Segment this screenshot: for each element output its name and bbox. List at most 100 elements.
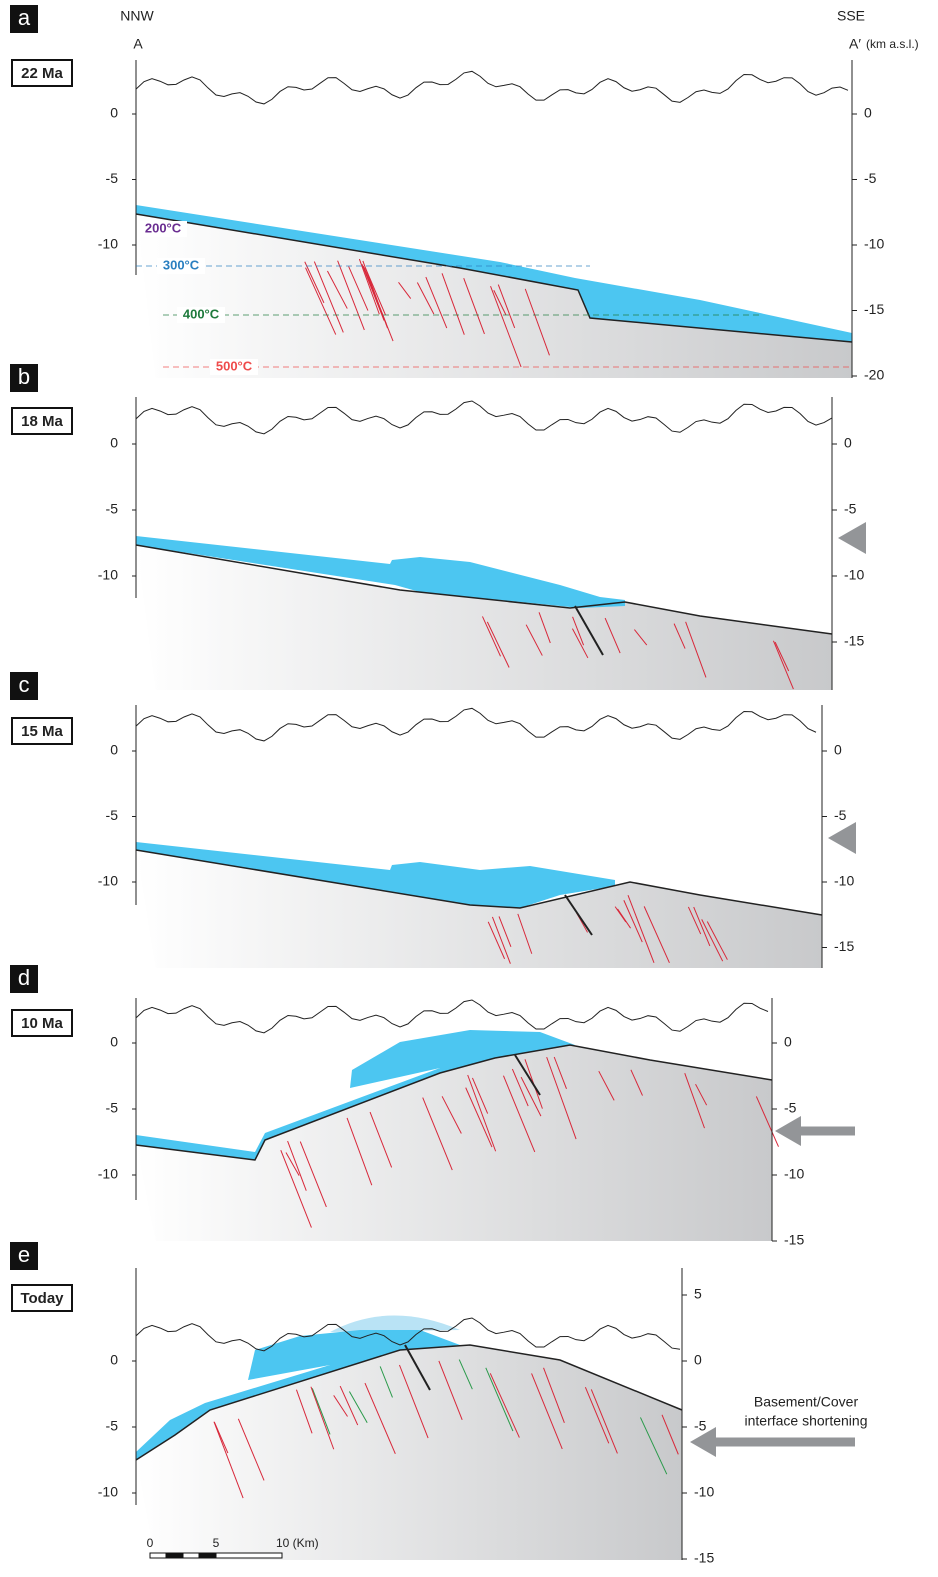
fault: [693, 906, 711, 947]
fault: [299, 1141, 327, 1208]
basement-contact: [135, 1044, 773, 1161]
fault: [337, 260, 365, 331]
fault: [425, 276, 448, 329]
fault: [486, 621, 510, 668]
isotherm-label: 500°C: [216, 358, 253, 373]
fault: [348, 266, 369, 311]
fault: [362, 265, 387, 325]
fault: [643, 906, 670, 964]
tick-label: -5: [106, 170, 119, 186]
fault: [614, 906, 627, 923]
tick-label: 0: [694, 1352, 702, 1368]
point-left: A: [133, 36, 143, 52]
fault: [304, 261, 325, 304]
tick-label: 5: [694, 1286, 702, 1302]
fault: [398, 1364, 429, 1439]
eroded-dome: [330, 1315, 460, 1332]
panel-letter-box: [10, 5, 38, 33]
fault: [673, 623, 686, 649]
age-box: [11, 59, 73, 87]
cover-unit: [136, 536, 625, 608]
basement: [136, 1345, 682, 1560]
fault: [497, 284, 516, 329]
fault: [313, 261, 344, 333]
isotherm-label-bg: [210, 359, 258, 375]
fault: [590, 1389, 618, 1454]
direction-right: SSE: [837, 8, 865, 24]
tick-label: -5: [106, 1100, 119, 1116]
tick-label: -10: [98, 1484, 118, 1500]
point-right: A′: [849, 36, 861, 52]
shortening-arrowhead: [690, 1427, 716, 1457]
fault: [630, 1069, 643, 1096]
tick-label: -10: [864, 236, 884, 252]
tick-label: 0: [110, 1034, 118, 1050]
tick-label: 0: [110, 105, 118, 121]
fault: [491, 916, 511, 964]
age-label: 15 Ma: [21, 723, 63, 740]
fault: [687, 906, 702, 935]
fault: [517, 913, 533, 954]
tick-label: 0: [864, 105, 872, 121]
fault: [285, 1152, 300, 1176]
tick-label: -10: [844, 567, 864, 583]
fault: [531, 1373, 563, 1450]
topography: [135, 1317, 681, 1352]
fault: [369, 1111, 393, 1168]
fault: [485, 1367, 514, 1432]
fault: [489, 1373, 520, 1438]
basement: [136, 850, 822, 968]
fault: [623, 900, 643, 943]
tick-label: -5: [106, 1418, 119, 1434]
shortening-arrowhead: [775, 1116, 801, 1146]
cover-unit: [136, 842, 615, 908]
fault: [661, 1414, 679, 1455]
tick-label: -15: [834, 938, 854, 954]
tick-label: -10: [98, 236, 118, 252]
tick-label: 0: [110, 742, 118, 758]
fault: [755, 1096, 779, 1147]
cover-unit: [136, 205, 852, 342]
scale-label: 10 (Km): [276, 1536, 319, 1550]
tick-label: -10: [694, 1484, 714, 1500]
isotherm-label: 400°C: [183, 306, 220, 321]
topography: [135, 999, 769, 1034]
fault: [463, 278, 485, 335]
fault: [493, 290, 507, 316]
fault: [684, 1073, 705, 1129]
fault: [598, 1070, 615, 1101]
isotherm-label-bg: [177, 307, 225, 323]
tick-label: -5: [106, 807, 119, 823]
tick-label: -10: [98, 873, 118, 889]
fault: [511, 1068, 529, 1107]
panel-letter: b: [18, 364, 30, 389]
isotherm-label: 200°C: [145, 220, 182, 235]
tick-label: -5: [864, 170, 877, 186]
fault: [617, 908, 631, 929]
tick-label: 0: [834, 742, 842, 758]
panel-letter-box: [10, 965, 38, 993]
fault: [481, 616, 501, 657]
shortening-marker: [828, 822, 856, 854]
tick-label: -15: [694, 1550, 714, 1566]
age-box: [11, 717, 73, 745]
fault: [604, 617, 621, 654]
tick-label: -15: [864, 301, 884, 317]
tick-label: -10: [784, 1166, 804, 1182]
fault: [627, 895, 655, 963]
tick-label: -5: [106, 501, 119, 517]
tick-label: -5: [834, 807, 847, 823]
direction-left: NNW: [120, 8, 154, 24]
tick-label: 0: [784, 1034, 792, 1050]
fault: [237, 1418, 265, 1481]
age-box: [11, 407, 73, 435]
panel-letter: a: [18, 5, 31, 30]
age-label: 22 Ma: [21, 65, 63, 82]
fault: [546, 1056, 577, 1140]
fault: [772, 640, 794, 690]
fault: [639, 1417, 668, 1475]
age-label: 10 Ma: [21, 1015, 63, 1032]
fault: [701, 919, 724, 962]
fault: [280, 1150, 312, 1228]
